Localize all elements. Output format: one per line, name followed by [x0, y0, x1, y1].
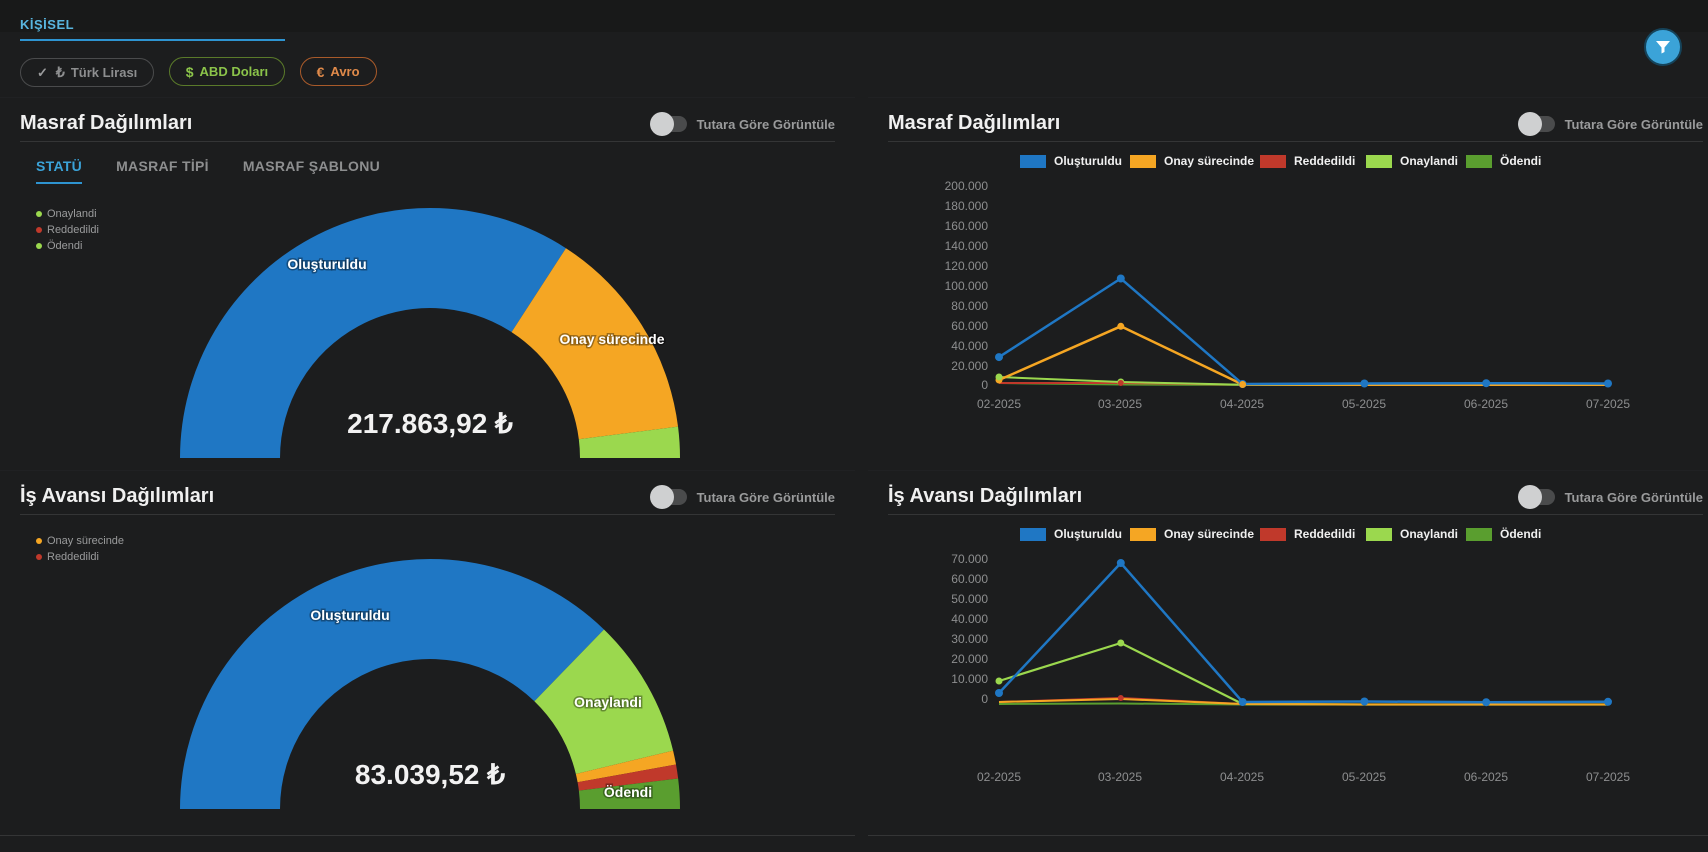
svg-text:10.000: 10.000	[951, 672, 988, 686]
svg-text:Onay sürecinde: Onay sürecinde	[1164, 527, 1254, 541]
svg-text:Onaylandi: Onaylandi	[574, 694, 642, 710]
svg-text:Oluşturuldu: Oluşturuldu	[1054, 527, 1122, 541]
svg-text:20.000: 20.000	[951, 652, 988, 666]
svg-text:140.000: 140.000	[945, 239, 989, 253]
svg-text:160.000: 160.000	[945, 219, 989, 233]
svg-text:80.000: 80.000	[951, 299, 988, 313]
svg-text:02-2025: 02-2025	[977, 397, 1021, 411]
svg-text:180.000: 180.000	[945, 199, 989, 213]
svg-text:04-2025: 04-2025	[1220, 397, 1264, 411]
svg-text:60.000: 60.000	[951, 319, 988, 333]
svg-text:07-2025: 07-2025	[1586, 770, 1630, 784]
svg-text:07-2025: 07-2025	[1586, 397, 1630, 411]
svg-text:30.000: 30.000	[951, 632, 988, 646]
svg-text:Ödendi: Ödendi	[1500, 153, 1541, 168]
svg-text:Onaylandi: Onaylandi	[1400, 527, 1458, 541]
svg-text:03-2025: 03-2025	[1098, 770, 1142, 784]
svg-text:20.000: 20.000	[951, 359, 988, 373]
svg-text:70.000: 70.000	[951, 552, 988, 566]
svg-text:40.000: 40.000	[951, 612, 988, 626]
svg-text:120.000: 120.000	[945, 259, 989, 273]
svg-text:0: 0	[981, 378, 988, 392]
svg-text:Onay sürecinde: Onay sürecinde	[559, 331, 664, 347]
svg-text:Reddedildi: Reddedildi	[1294, 527, 1355, 541]
svg-text:200.000: 200.000	[945, 179, 989, 193]
svg-text:02-2025: 02-2025	[977, 770, 1021, 784]
svg-text:06-2025: 06-2025	[1464, 397, 1508, 411]
svg-text:100.000: 100.000	[945, 279, 989, 293]
svg-text:Oluşturuldu: Oluşturuldu	[1054, 154, 1122, 168]
svg-text:Oluşturuldu: Oluşturuldu	[310, 607, 389, 623]
svg-text:83.039,52 ₺: 83.039,52 ₺	[355, 759, 505, 790]
svg-text:50.000: 50.000	[951, 592, 988, 606]
svg-text:Reddedildi: Reddedildi	[1294, 154, 1355, 168]
svg-text:60.000: 60.000	[951, 572, 988, 586]
svg-text:Oluşturuldu: Oluşturuldu	[287, 256, 366, 272]
svg-text:04-2025: 04-2025	[1220, 770, 1264, 784]
svg-text:05-2025: 05-2025	[1342, 397, 1386, 411]
svg-text:Ödendi: Ödendi	[604, 784, 652, 800]
svg-text:03-2025: 03-2025	[1098, 397, 1142, 411]
svg-text:Ödendi: Ödendi	[1500, 526, 1541, 541]
svg-text:217.863,92 ₺: 217.863,92 ₺	[347, 408, 513, 439]
svg-text:40.000: 40.000	[951, 339, 988, 353]
svg-text:06-2025: 06-2025	[1464, 770, 1508, 784]
svg-text:0: 0	[981, 692, 988, 706]
svg-text:05-2025: 05-2025	[1342, 770, 1386, 784]
svg-text:Onaylandi: Onaylandi	[1400, 154, 1458, 168]
svg-text:Onay sürecinde: Onay sürecinde	[1164, 154, 1254, 168]
